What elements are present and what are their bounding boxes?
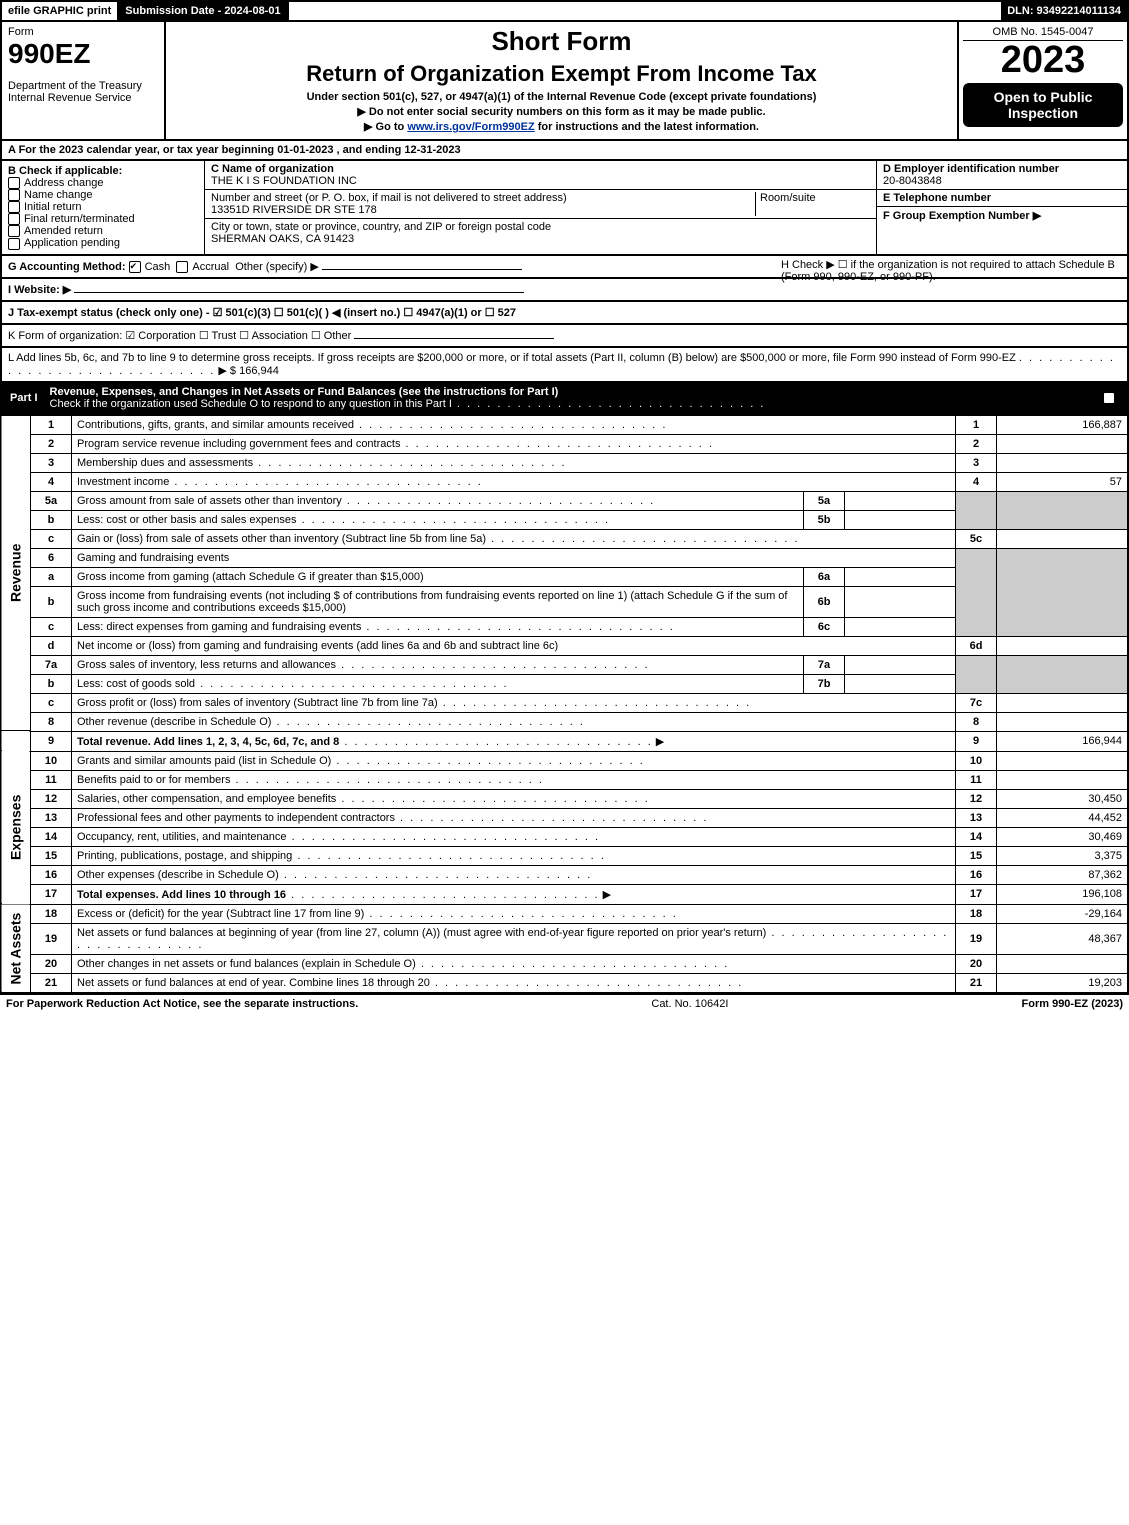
org-name: THE K I S FOUNDATION INC xyxy=(211,175,357,187)
catalog-number: Cat. No. 10642I xyxy=(358,998,1021,1010)
org-city: SHERMAN OAKS, CA 91423 xyxy=(211,233,354,245)
sub-instruction-1: Under section 501(c), 527, or 4947(a)(1)… xyxy=(170,91,953,103)
c-street-row: Number and street (or P. O. box, if mail… xyxy=(205,190,876,219)
section-g: G Accounting Method: Cash Accrual Other … xyxy=(0,256,1129,279)
line-4-amount: 57 xyxy=(997,472,1129,491)
section-a: A For the 2023 calendar year, or tax yea… xyxy=(0,141,1129,161)
b-opt-initial: Initial return xyxy=(8,201,198,213)
net-assets-side-label: Net Assets xyxy=(1,904,31,993)
sub-instruction-2: ▶ Do not enter social security numbers o… xyxy=(170,105,953,118)
section-b: B Check if applicable: Address change Na… xyxy=(2,161,205,254)
b-label: B Check if applicable: xyxy=(8,165,198,177)
line-12-amount: 30,450 xyxy=(997,789,1129,808)
dept-label: Department of the Treasury Internal Reve… xyxy=(8,80,158,104)
sub-instruction-3: ▶ Go to www.irs.gov/Form990EZ for instru… xyxy=(170,120,953,133)
efile-label: efile GRAPHIC print xyxy=(2,2,119,20)
header-left: Form 990EZ Department of the Treasury In… xyxy=(2,22,166,139)
gross-receipts: 166,944 xyxy=(239,365,279,377)
form-header: Form 990EZ Department of the Treasury In… xyxy=(0,20,1129,141)
schedule-o-checkbox xyxy=(1103,392,1115,404)
form-ref: Form 990-EZ (2023) xyxy=(1022,998,1123,1010)
header-center: Short Form Return of Organization Exempt… xyxy=(166,22,957,139)
f-group: F Group Exemption Number ▶ xyxy=(877,207,1127,224)
d-ein: D Employer identification number 20-8043… xyxy=(877,161,1127,190)
submission-date: Submission Date - 2024-08-01 xyxy=(119,2,288,20)
line-15-amount: 3,375 xyxy=(997,846,1129,865)
dln-label: DLN: 93492214011134 xyxy=(1001,2,1127,20)
e-phone: E Telephone number xyxy=(877,190,1127,207)
line-17-total-expenses: 196,108 xyxy=(997,884,1129,904)
section-c: C Name of organization THE K I S FOUNDAT… xyxy=(205,161,876,254)
cash-checkbox xyxy=(129,261,141,273)
main-title: Return of Organization Exempt From Incom… xyxy=(170,61,953,87)
part-1-table: Revenue 1 Contributions, gifts, grants, … xyxy=(0,415,1129,994)
c-city-row: City or town, state or province, country… xyxy=(205,219,876,247)
b-opt-pending: Application pending xyxy=(8,237,198,249)
b-opt-name: Name change xyxy=(8,189,198,201)
section-def: D Employer identification number 20-8043… xyxy=(876,161,1127,254)
line-16-amount: 87,362 xyxy=(997,865,1129,884)
section-i: I Website: ▶ xyxy=(0,279,1129,302)
b-opt-final: Final return/terminated xyxy=(8,213,198,225)
line-13-amount: 44,452 xyxy=(997,808,1129,827)
form-word: Form xyxy=(8,26,158,38)
block-bcdef: B Check if applicable: Address change Na… xyxy=(0,161,1129,256)
tax-year: 2023 xyxy=(963,41,1123,79)
form-number: 990EZ xyxy=(8,38,158,70)
section-j: J Tax-exempt status (check only one) - ☑… xyxy=(0,302,1129,325)
line-9-total-revenue: 166,944 xyxy=(997,731,1129,751)
line-1-amount: 166,887 xyxy=(997,415,1129,434)
expenses-side-label: Expenses xyxy=(1,751,31,904)
room-suite: Room/suite xyxy=(755,192,870,216)
org-street: 13351D RIVERSIDE DR STE 178 xyxy=(211,204,377,216)
paperwork-notice: For Paperwork Reduction Act Notice, see … xyxy=(6,998,358,1010)
section-k: K Form of organization: ☑ Corporation ☐ … xyxy=(0,325,1129,348)
c-name-row: C Name of organization THE K I S FOUNDAT… xyxy=(205,161,876,190)
line-21-amount: 19,203 xyxy=(997,973,1129,993)
ein-value: 20-8043848 xyxy=(883,175,942,187)
section-l: L Add lines 5b, 6c, and 7b to line 9 to … xyxy=(0,348,1129,383)
revenue-side-label: Revenue xyxy=(1,415,31,731)
irs-link[interactable]: www.irs.gov/Form990EZ xyxy=(407,121,534,133)
b-opt-address: Address change xyxy=(8,177,198,189)
accrual-checkbox xyxy=(176,261,188,273)
header-right: OMB No. 1545-0047 2023 Open to Public In… xyxy=(957,22,1127,139)
short-form-title: Short Form xyxy=(170,26,953,57)
line-14-amount: 30,469 xyxy=(997,827,1129,846)
part-1-header: Part I Revenue, Expenses, and Changes in… xyxy=(0,383,1129,415)
open-to-public: Open to Public Inspection xyxy=(963,83,1123,127)
line-19-amount: 48,367 xyxy=(997,923,1129,954)
line-18-amount: -29,164 xyxy=(997,904,1129,923)
b-opt-amended: Amended return xyxy=(8,225,198,237)
top-bar: efile GRAPHIC print Submission Date - 20… xyxy=(0,0,1129,20)
page-footer: For Paperwork Reduction Act Notice, see … xyxy=(0,994,1129,1013)
